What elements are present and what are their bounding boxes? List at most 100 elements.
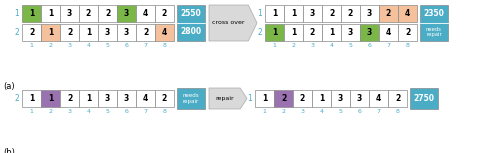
Text: (a): (a) — [3, 82, 14, 91]
Bar — [136, 24, 155, 41]
Text: 1: 1 — [30, 109, 34, 114]
Text: 1: 1 — [86, 94, 91, 103]
Bar — [341, 5, 360, 22]
Text: 2: 2 — [329, 9, 334, 18]
Text: 2: 2 — [310, 28, 315, 37]
Text: 5: 5 — [348, 43, 352, 48]
Text: 3: 3 — [68, 43, 71, 48]
Bar — [41, 90, 60, 107]
Polygon shape — [209, 5, 257, 41]
Text: 2: 2 — [14, 94, 19, 103]
Bar — [155, 5, 174, 22]
Text: 3: 3 — [105, 94, 110, 103]
Text: 2: 2 — [162, 9, 167, 18]
Text: 3: 3 — [124, 28, 129, 37]
Text: 8: 8 — [162, 109, 166, 114]
Bar — [303, 5, 322, 22]
Bar — [60, 5, 79, 22]
Text: 2: 2 — [348, 9, 353, 18]
Text: (b): (b) — [3, 148, 15, 153]
Bar — [265, 24, 284, 41]
Text: 2: 2 — [292, 43, 296, 48]
Polygon shape — [209, 88, 247, 109]
Text: 1: 1 — [257, 9, 262, 18]
Bar — [350, 90, 369, 107]
Text: 1: 1 — [48, 28, 53, 37]
Bar — [388, 90, 407, 107]
Text: 2: 2 — [300, 94, 305, 103]
Text: 2: 2 — [281, 94, 286, 103]
Bar — [117, 5, 136, 22]
Text: 1: 1 — [272, 9, 277, 18]
Bar — [331, 90, 350, 107]
Text: 4: 4 — [330, 43, 334, 48]
Bar — [312, 90, 331, 107]
Text: 3: 3 — [310, 9, 315, 18]
Bar — [22, 90, 41, 107]
Text: 4: 4 — [86, 43, 90, 48]
Text: 1: 1 — [48, 94, 53, 103]
Text: 4: 4 — [376, 94, 381, 103]
Text: 2550: 2550 — [180, 9, 202, 19]
Bar — [303, 24, 322, 41]
Text: 8: 8 — [162, 43, 166, 48]
Bar — [98, 24, 117, 41]
Text: 3: 3 — [67, 9, 72, 18]
Text: 2: 2 — [105, 9, 110, 18]
Text: needs
repair: needs repair — [182, 93, 200, 104]
Bar — [274, 90, 293, 107]
Text: 1: 1 — [14, 9, 19, 18]
Text: 3: 3 — [348, 28, 353, 37]
Text: 2800: 2800 — [180, 28, 202, 37]
Bar — [22, 5, 41, 22]
Text: 4: 4 — [386, 28, 391, 37]
Text: 2: 2 — [67, 94, 72, 103]
Bar — [398, 5, 417, 22]
Text: 7: 7 — [386, 43, 390, 48]
Text: 7: 7 — [144, 109, 148, 114]
Text: 6: 6 — [124, 43, 128, 48]
Bar — [41, 24, 60, 41]
Text: 2: 2 — [405, 28, 410, 37]
Bar — [79, 90, 98, 107]
Text: 2: 2 — [48, 109, 52, 114]
Text: 2: 2 — [143, 28, 148, 37]
Bar — [360, 5, 379, 22]
Bar — [322, 24, 341, 41]
Text: 1: 1 — [262, 94, 267, 103]
Text: 3: 3 — [300, 109, 304, 114]
Bar — [410, 88, 438, 109]
Text: 1: 1 — [29, 9, 34, 18]
Text: 4: 4 — [86, 109, 90, 114]
Bar — [341, 24, 360, 41]
Bar — [379, 24, 398, 41]
Bar — [60, 90, 79, 107]
Bar — [360, 24, 379, 41]
Bar — [398, 24, 417, 41]
Text: 1: 1 — [291, 28, 296, 37]
Text: 1: 1 — [291, 9, 296, 18]
Bar — [177, 5, 205, 41]
Text: 1: 1 — [30, 43, 34, 48]
Text: 3: 3 — [357, 94, 362, 103]
Text: 2: 2 — [282, 109, 286, 114]
Text: 2750: 2750 — [414, 94, 434, 103]
Text: 3: 3 — [105, 28, 110, 37]
Text: 4: 4 — [143, 94, 148, 103]
Bar — [136, 90, 155, 107]
Text: 8: 8 — [406, 43, 409, 48]
Bar — [117, 90, 136, 107]
Bar — [155, 90, 174, 107]
Bar — [322, 5, 341, 22]
Text: cross over: cross over — [212, 21, 245, 26]
Bar — [60, 24, 79, 41]
Text: 1: 1 — [319, 94, 324, 103]
Bar — [177, 88, 205, 109]
Text: repair: repair — [216, 96, 234, 101]
Bar — [136, 5, 155, 22]
Text: 4: 4 — [143, 9, 148, 18]
Text: needs
repair: needs repair — [426, 27, 442, 37]
Bar — [284, 24, 303, 41]
Text: 1: 1 — [329, 28, 334, 37]
Bar — [369, 90, 388, 107]
